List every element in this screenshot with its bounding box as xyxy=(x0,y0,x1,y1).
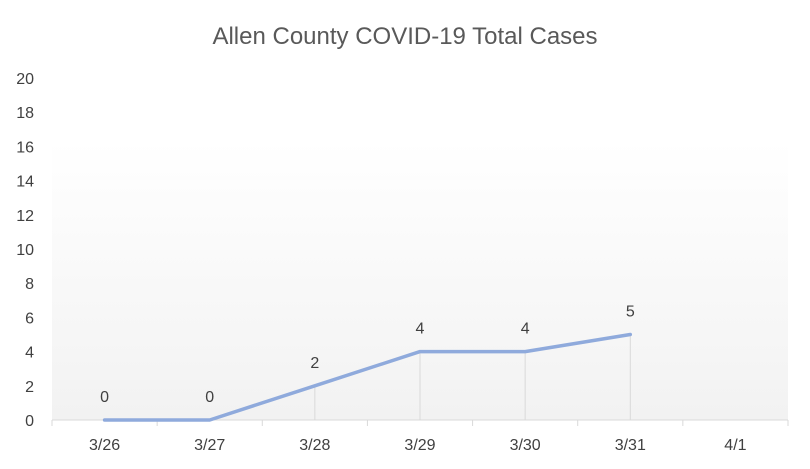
series-lines xyxy=(102,332,633,422)
y-tick-label: 18 xyxy=(16,105,34,122)
y-tick-label: 10 xyxy=(16,242,34,259)
y-tick-label: 16 xyxy=(16,139,34,156)
y-tick-label: 12 xyxy=(16,208,34,225)
data-labels: 0 0 2 4 4 5 xyxy=(100,304,635,407)
x-tick-label: 3/31 xyxy=(615,437,646,454)
x-tick-label: 3/27 xyxy=(194,437,225,454)
y-tick-label: 0 xyxy=(25,413,34,430)
data-label: 4 xyxy=(416,321,425,338)
y-tick-label: 2 xyxy=(25,379,34,396)
y-tick-label: 4 xyxy=(25,345,34,362)
y-tick-label: 8 xyxy=(25,276,34,293)
x-tick-label: 3/29 xyxy=(404,437,435,454)
data-label: 4 xyxy=(521,321,530,338)
x-tick-label: 3/26 xyxy=(89,437,120,454)
x-tick-label: 3/28 xyxy=(299,437,330,454)
y-tick-label: 14 xyxy=(16,174,34,191)
chart-title: Allen County COVID-19 Total Cases xyxy=(212,23,597,50)
x-tick-label: 3/30 xyxy=(510,437,541,454)
data-label: 5 xyxy=(626,304,635,321)
series-line xyxy=(102,332,633,422)
data-label: 2 xyxy=(310,355,319,372)
x-axis-tick-labels: 3/26 3/27 3/28 3/29 3/30 3/31 4/1 xyxy=(89,437,747,454)
y-axis-tick-labels: 0 2 4 6 8 10 12 14 16 18 20 xyxy=(16,71,34,430)
y-tick-label: 20 xyxy=(16,71,34,88)
drop-lines xyxy=(314,334,631,420)
y-tick-label: 6 xyxy=(25,310,34,327)
data-label: 0 xyxy=(205,389,214,406)
x-tick-label: 4/1 xyxy=(724,437,746,454)
data-label: 0 xyxy=(100,389,109,406)
